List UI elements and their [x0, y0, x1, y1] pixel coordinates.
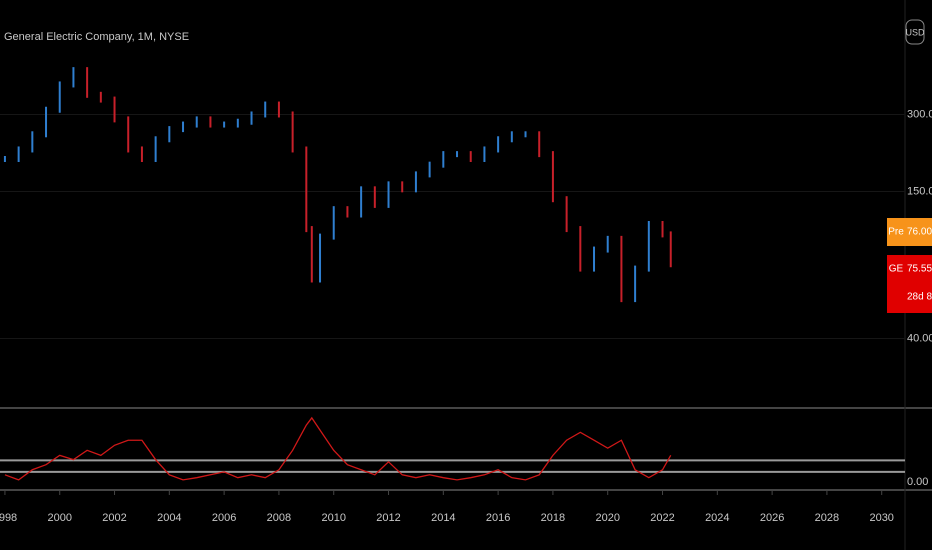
x-tick-label: 2022: [650, 512, 674, 524]
badge-tag-bg: [887, 218, 905, 246]
chart-title: General Electric Company, 1M, NYSE: [4, 31, 189, 43]
badge-countdown: 28d 8h: [907, 292, 932, 303]
x-tick-label: 2012: [376, 512, 400, 524]
x-tick-label: 2002: [102, 512, 126, 524]
badge-price-bg: [905, 255, 932, 313]
y-tick-label: 40.00: [907, 332, 932, 344]
badge-price: 76.00: [907, 227, 932, 238]
x-tick-label: 2026: [760, 512, 784, 524]
x-tick-label: 2010: [321, 512, 345, 524]
badge-tag: GE: [889, 264, 904, 275]
x-tick-label: 2020: [595, 512, 619, 524]
x-tick-label: 2028: [815, 512, 839, 524]
y-tick-label: 0.00: [907, 476, 928, 488]
x-tick-label: 2006: [212, 512, 236, 524]
badge-price: 75.55: [907, 264, 932, 275]
badge-price-bg: [905, 218, 932, 246]
x-tick-label: 2016: [486, 512, 510, 524]
x-tick-label: 2030: [869, 512, 893, 524]
x-tick-label: 2000: [47, 512, 71, 524]
x-tick-label: 2008: [267, 512, 291, 524]
x-tick-label: 2024: [705, 512, 729, 524]
indicator-line: [4, 416, 672, 481]
badge-tag-bg: [887, 255, 905, 313]
y-tick-label: 300.00: [907, 108, 932, 120]
badge-tag: Pre: [888, 227, 904, 238]
y-tick-label: 150.00: [907, 185, 932, 197]
x-tick-label: 2018: [541, 512, 565, 524]
x-tick-label: 2004: [157, 512, 181, 524]
x-tick-label: 1998: [0, 512, 17, 524]
currency-badge[interactable]: [905, 19, 925, 45]
currency-label: USD: [905, 27, 925, 37]
x-tick-label: 2014: [431, 512, 455, 524]
